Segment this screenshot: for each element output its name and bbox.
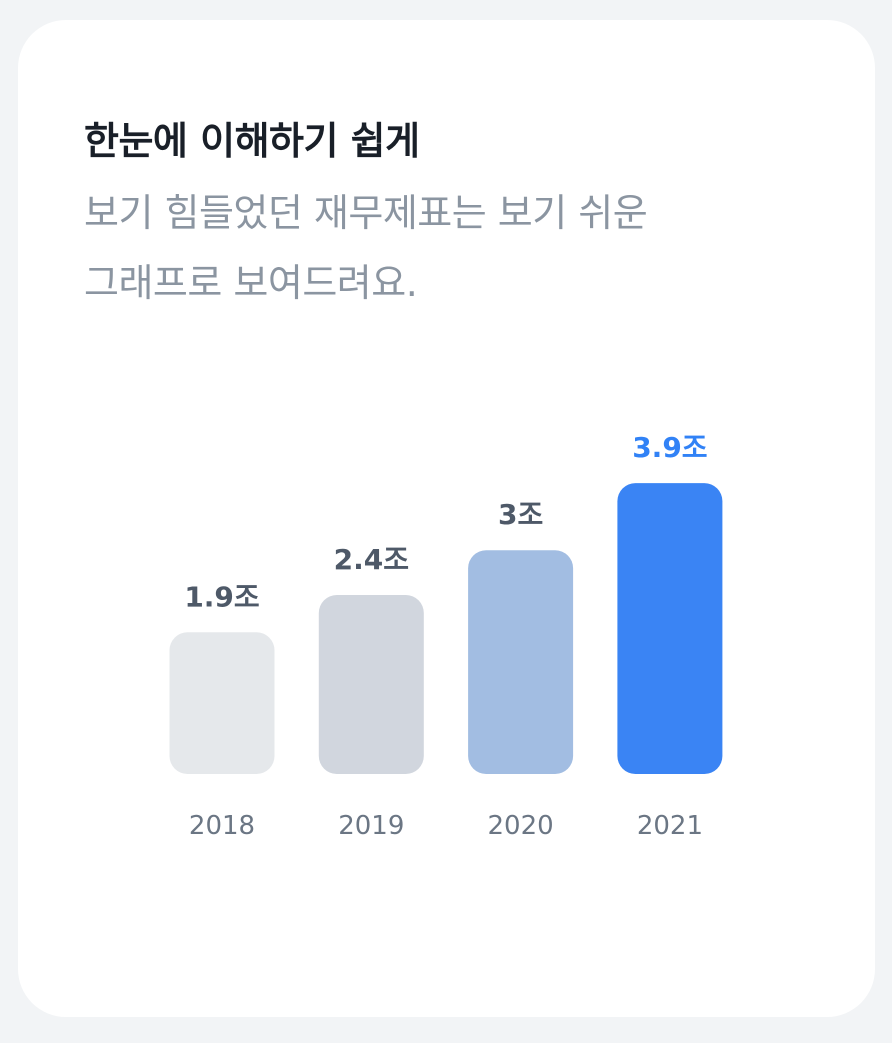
card-title: 한눈에 이해하기 쉽게 xyxy=(84,119,420,163)
subtitle-line-2: 그래프로 보여드려요. xyxy=(84,261,418,305)
card-subtitle: 보기 힘들었던 재무제표는 보기 쉬운 그래프로 보여드려요. xyxy=(84,178,784,318)
chart-card xyxy=(18,20,875,1017)
subtitle-line-1: 보기 힘들었던 재무제표는 보기 쉬운 xyxy=(84,191,648,235)
